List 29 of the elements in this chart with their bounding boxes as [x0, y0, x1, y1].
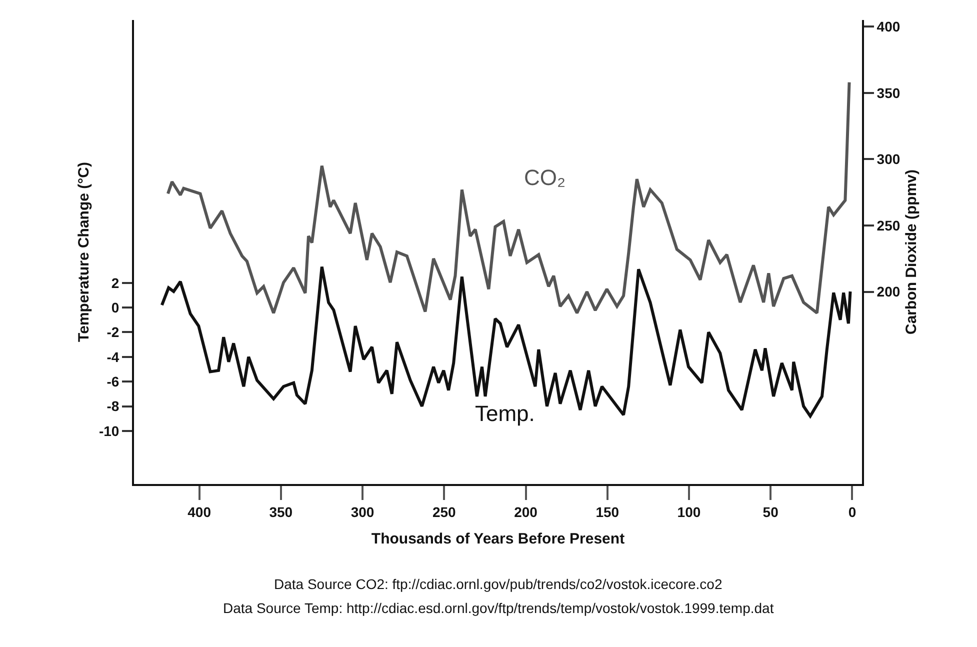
y2-tick-label: 400 [876, 18, 900, 35]
y2-tick-label: 300 [876, 151, 900, 168]
x-tick-label: 300 [350, 504, 374, 520]
y2-tick-label: 350 [876, 84, 900, 101]
y-axis-title: Temperature Change (°C) [76, 162, 93, 342]
y2-tick-label: 200 [876, 284, 900, 300]
y-tick-label: -2 [106, 324, 120, 340]
x-tick-label: 400 [188, 504, 212, 520]
y-tick-label: -8 [106, 398, 120, 414]
x-tick-label: 100 [677, 504, 701, 520]
x-tick-label: 0 [848, 504, 856, 520]
x-tick-label: 200 [514, 504, 538, 520]
series-label: Temp. [475, 401, 535, 426]
y-tick-label: -10 [98, 422, 120, 439]
y-tick-label: -4 [106, 348, 120, 365]
y-tick-label: 0 [111, 299, 120, 316]
x-axis-title: Thousands of Years Before Present [371, 530, 625, 548]
line-series [166, 80, 851, 314]
y-tick-label: 2 [111, 274, 120, 291]
source-note: Data Source Temp: http://cdiac.esd.ornl.gov/ftp/trends/temp/vostok/vostok.1999.temp.dat [223, 600, 774, 616]
x-tick-label: 150 [596, 504, 620, 520]
y2-tick-label: 250 [876, 217, 900, 234]
x-tick-label: 350 [269, 504, 293, 520]
x-tick-label: 50 [762, 504, 779, 520]
x-tick-label: 250 [432, 504, 456, 520]
source-note: Data Source CO2: ftp://cdiac.ornl.gov/pub/trends/co2/vostok.icecore.co2 [274, 576, 722, 592]
series-label: CO₂ [524, 165, 566, 190]
y-tick-label: -6 [106, 373, 120, 390]
y2-axis-title: Carbon Dioxide (ppmv) [902, 169, 920, 335]
